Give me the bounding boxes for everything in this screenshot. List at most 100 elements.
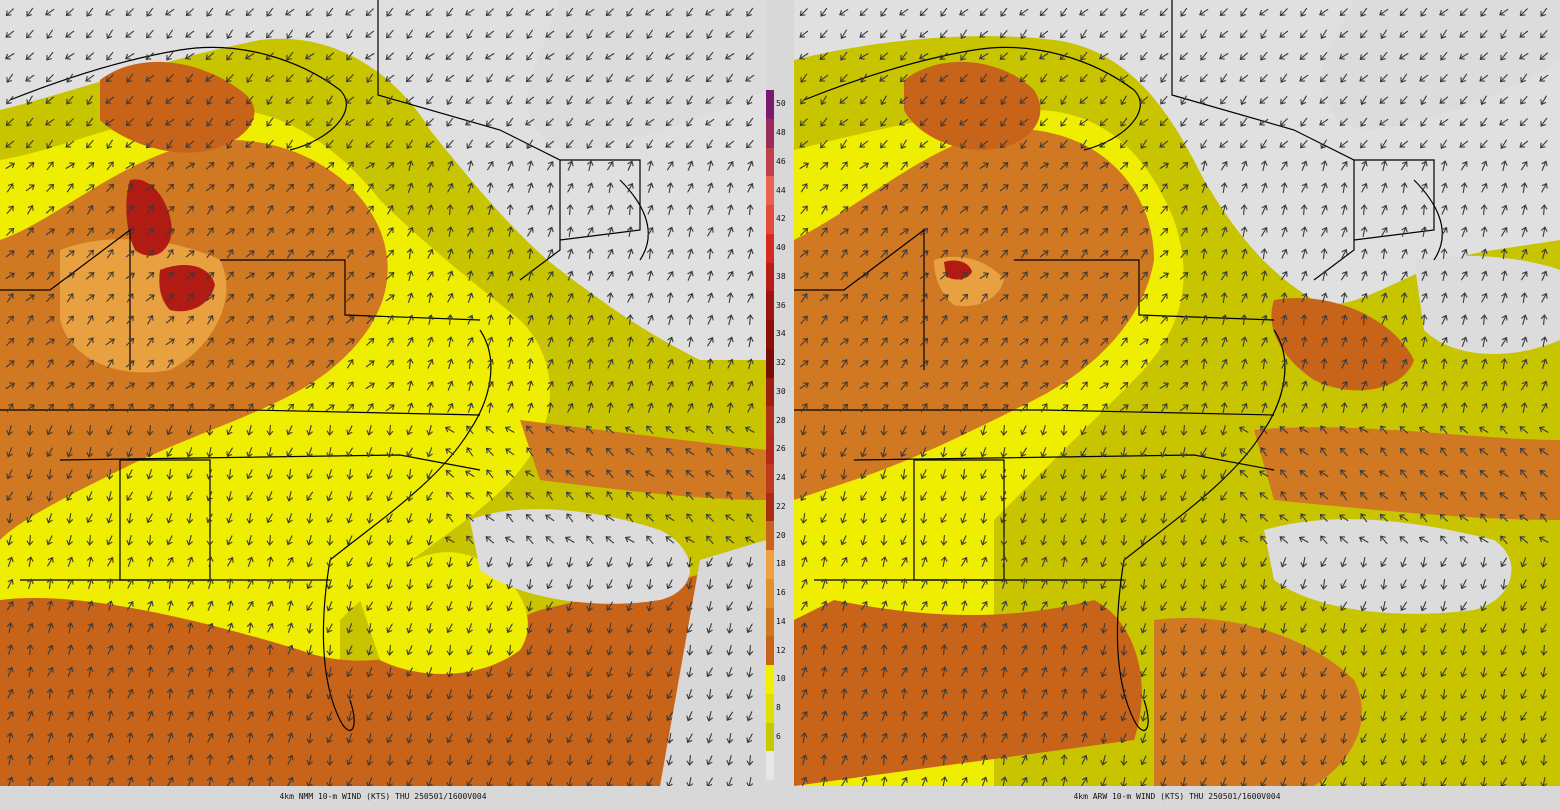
wind-arrow <box>665 536 675 544</box>
wind-arrow <box>1380 425 1388 435</box>
colorbar-label: 42 <box>776 214 786 224</box>
wind-arrow <box>1079 338 1089 346</box>
wind-arrow <box>287 622 294 633</box>
wind-arrow <box>86 666 94 678</box>
wind-arrow <box>686 644 694 656</box>
wind-arrow <box>706 425 714 435</box>
wind-arrow <box>726 292 734 304</box>
wind-arrow <box>305 118 314 127</box>
wind-arrow <box>586 358 594 370</box>
wind-arrow <box>1100 403 1108 413</box>
wind-arrow <box>546 95 554 105</box>
wind-arrow <box>1519 140 1529 148</box>
wind-arrow <box>801 754 808 765</box>
colorbar-label: 16 <box>776 588 786 598</box>
wind-arrow <box>820 337 828 347</box>
wind-arrow <box>1499 513 1508 522</box>
wind-arrow <box>1039 162 1050 170</box>
wind-arrow <box>800 711 808 721</box>
wind-arrow <box>187 578 194 589</box>
wind-arrow <box>46 578 54 590</box>
wind-arrow <box>226 710 234 721</box>
wind-arrow <box>186 535 193 546</box>
wind-arrow <box>646 425 654 435</box>
wind-arrow <box>920 73 928 83</box>
wind-arrow <box>206 776 214 786</box>
wind-arrow <box>1359 448 1369 456</box>
wind-arrow <box>606 95 614 105</box>
wind-arrow <box>800 535 807 546</box>
wind-arrow <box>1440 160 1448 171</box>
colorbar-swatch <box>766 492 774 522</box>
wind-arrow <box>185 250 195 258</box>
wind-arrow <box>1358 536 1369 543</box>
wind-arrow <box>427 226 434 237</box>
wind-arrow <box>1080 513 1087 524</box>
wind-arrow <box>1420 513 1428 523</box>
wind-arrow <box>840 271 848 281</box>
wind-arrow <box>126 469 133 480</box>
wind-arrow <box>166 491 174 502</box>
wind-arrow <box>1439 74 1448 83</box>
wind-arrow <box>326 776 334 786</box>
wind-arrow <box>1521 226 1528 237</box>
wind-arrow <box>747 182 754 193</box>
wind-arrow <box>1540 666 1548 678</box>
wind-arrow <box>125 118 134 127</box>
wind-arrow <box>860 535 867 546</box>
wind-arrow <box>1259 492 1269 500</box>
wind-arrow <box>1140 403 1149 412</box>
wind-arrow <box>1320 755 1327 766</box>
wind-arrow <box>286 710 294 721</box>
wind-arrow <box>1260 160 1268 171</box>
wind-arrow <box>507 160 514 171</box>
wind-arrow <box>326 579 333 590</box>
wind-arrow <box>506 29 514 39</box>
wind-arrow <box>820 513 827 524</box>
wind-arrow <box>1440 688 1448 700</box>
wind-arrow <box>1261 204 1268 215</box>
wind-arrow <box>366 469 373 480</box>
wind-arrow <box>960 183 969 192</box>
wind-arrow <box>266 249 274 259</box>
wind-arrow <box>146 513 153 524</box>
wind-arrow <box>386 491 393 502</box>
wind-arrow <box>726 601 734 611</box>
wind-arrow <box>1240 204 1248 216</box>
wind-arrow <box>726 732 734 744</box>
wind-arrow <box>959 8 969 16</box>
wind-arrow <box>607 226 614 237</box>
wind-arrow <box>746 754 754 766</box>
wind-arrow <box>960 447 968 458</box>
wind-arrow <box>626 666 634 678</box>
wind-arrow <box>526 711 534 722</box>
wind-arrow <box>879 52 889 60</box>
wind-arrow <box>1221 204 1228 215</box>
wind-arrow <box>46 358 54 369</box>
wind-arrow <box>1260 535 1268 545</box>
wind-arrow <box>1180 733 1187 744</box>
wind-arrow <box>225 96 235 104</box>
wind-arrow <box>880 424 888 436</box>
wind-arrow <box>940 534 948 546</box>
wind-arrow <box>1000 446 1008 458</box>
wind-arrow <box>386 446 394 458</box>
wind-arrow <box>1080 776 1088 786</box>
wind-arrow <box>1340 689 1347 700</box>
wind-arrow <box>1179 52 1189 60</box>
wind-arrow <box>1420 95 1427 106</box>
wind-arrow <box>1219 140 1229 148</box>
wind-arrow <box>726 711 734 721</box>
wind-arrow <box>1421 292 1428 303</box>
wind-arrow <box>1480 513 1488 523</box>
wind-arrow <box>1280 667 1287 678</box>
wind-arrow <box>1340 645 1347 656</box>
wind-arrow <box>1540 711 1547 722</box>
wind-arrow <box>286 447 294 458</box>
wind-arrow <box>1020 513 1027 524</box>
wind-arrow <box>266 227 274 237</box>
wind-arrow <box>426 182 434 194</box>
wind-arrow <box>606 645 613 656</box>
wind-arrow <box>546 292 554 304</box>
wind-arrow <box>625 52 635 60</box>
